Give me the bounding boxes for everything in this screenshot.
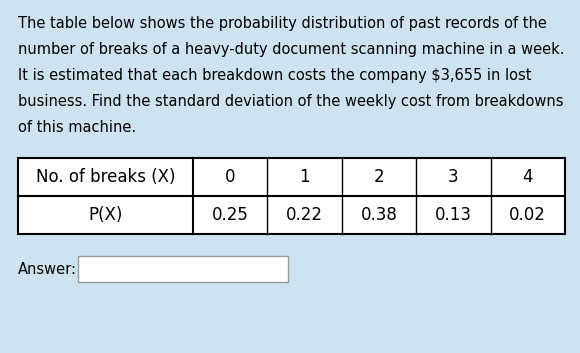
Text: 4: 4 bbox=[523, 168, 533, 186]
Text: The table below shows the probability distribution of past records of the: The table below shows the probability di… bbox=[18, 16, 547, 31]
Text: 0.25: 0.25 bbox=[212, 206, 249, 224]
Text: 3: 3 bbox=[448, 168, 459, 186]
Text: 0.02: 0.02 bbox=[509, 206, 546, 224]
Bar bbox=[18, 158, 565, 234]
Text: 0.13: 0.13 bbox=[435, 206, 472, 224]
Text: 0: 0 bbox=[225, 168, 235, 186]
Text: 1: 1 bbox=[299, 168, 310, 186]
Text: P(X): P(X) bbox=[88, 206, 123, 224]
Text: 0.22: 0.22 bbox=[286, 206, 323, 224]
Bar bbox=[78, 256, 288, 282]
Text: number of breaks of a heavy-duty document scanning machine in a week.: number of breaks of a heavy-duty documen… bbox=[18, 42, 564, 57]
Text: No. of breaks (X): No. of breaks (X) bbox=[36, 168, 175, 186]
Text: of this machine.: of this machine. bbox=[18, 120, 136, 135]
Text: 2: 2 bbox=[374, 168, 385, 186]
Bar bbox=[18, 158, 565, 234]
Text: It is estimated that each breakdown costs the company $3,655 in lost: It is estimated that each breakdown cost… bbox=[18, 68, 531, 83]
Text: Answer:: Answer: bbox=[18, 262, 77, 276]
Text: business. Find the standard deviation of the weekly cost from breakdowns: business. Find the standard deviation of… bbox=[18, 94, 564, 109]
Text: 0.38: 0.38 bbox=[361, 206, 397, 224]
